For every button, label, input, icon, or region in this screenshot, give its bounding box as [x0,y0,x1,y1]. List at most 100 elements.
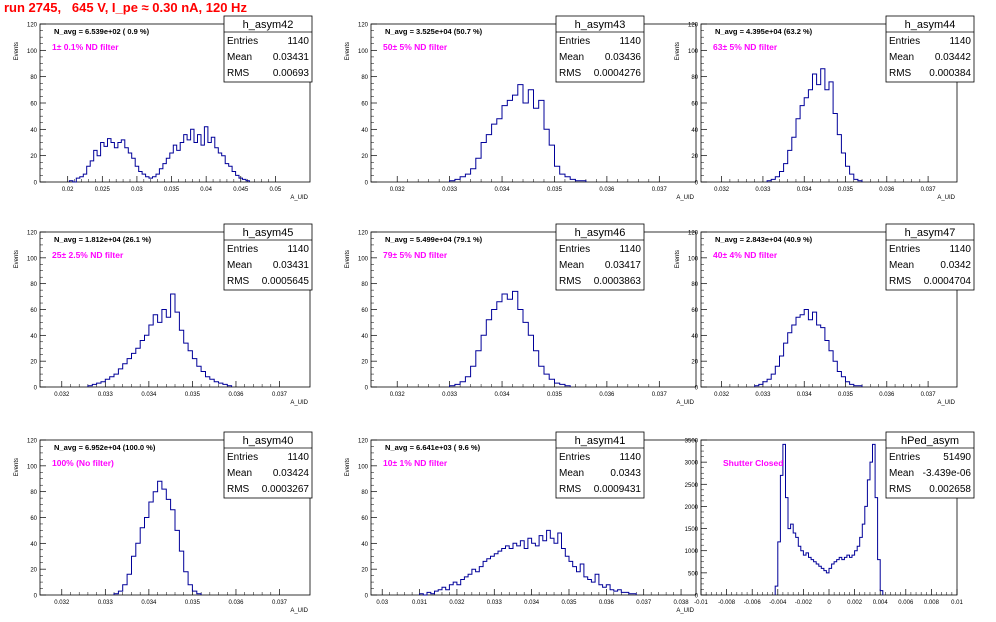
x-tick-label: 0.036 [879,187,895,193]
histogram-series-line [87,293,233,387]
filter-label: 10± 1% ND filter [383,458,448,468]
x-tick-label: 0.034 [495,392,511,398]
x-tick-label: 0.002 [847,600,863,606]
stats-key: RMS [227,276,250,287]
x-tick-label: 0.033 [755,187,771,193]
x-tick-label: 0.01 [951,600,963,606]
stats-value: 51490 [943,452,971,463]
stats-value: 1140 [619,244,641,255]
x-axis-title: A_UID [937,400,955,406]
y-tick-label: 60 [30,516,37,522]
x-axis-title: A_UID [937,195,955,201]
stats-key: Mean [559,52,584,63]
y-tick-label: 100 [27,256,38,262]
y-tick-label: 20 [30,154,37,160]
stats-value: 1140 [619,452,641,463]
y-tick-label: 80 [30,490,37,496]
y-tick-label: 0 [365,181,369,187]
y-tick-label: 3500 [685,439,699,445]
stats-value: 0.03442 [935,52,972,63]
filter-label: 25± 2.5% ND filter [52,250,124,260]
y-tick-label: 0 [695,386,699,392]
y-tick-label: 20 [361,154,368,160]
stats-value: 1140 [287,36,309,47]
y-tick-label: 60 [30,308,37,314]
stats-value: 0.002658 [929,484,971,495]
y-tick-label: 0 [34,594,38,600]
x-tick-label: 0.036 [228,392,244,398]
x-tick-label: 0.035 [547,392,563,398]
stats-key: Mean [227,468,252,479]
histogram-series-line [754,309,863,387]
y-tick-label: 60 [30,102,37,108]
x-tick-label: 0.006 [898,600,914,606]
x-tick-label: 0.045 [233,187,249,193]
x-tick-label: 0.035 [838,392,854,398]
filter-label: 1± 0.1% ND filter [52,42,119,52]
x-tick-label: -0.008 [718,600,736,606]
y-tick-label: 0 [695,594,699,600]
x-axis-title: A_UID [290,608,308,614]
navg-label: N_avg = 6.539e+02 ( 0.9 %) [54,27,150,36]
stats-value: 0.03431 [273,52,310,63]
stats-value: 1140 [949,36,971,47]
x-tick-label: 0.037 [636,600,652,606]
y-tick-label: 80 [30,282,37,288]
x-tick-label: 0.031 [412,600,428,606]
histogram-pad-h_asym42: 0 20 40 60 80 100 120 0.02 0.025 0.03 0.035 0.04 0.0… [14,15,313,201]
x-axis-title: A_UID [676,608,694,614]
x-tick-label: 0.035 [547,187,563,193]
y-tick-label: 500 [688,571,699,577]
navg-label: N_avg = 4.395e+04 (63.2 %) [715,27,813,36]
stats-value: 0.0004276 [594,68,642,79]
y-tick-label: 1000 [685,549,699,555]
stats-box [885,223,975,291]
stats-key: Mean [227,260,252,271]
stats-value: 0.03424 [273,468,310,479]
x-tick-label: 0.033 [755,392,771,398]
x-tick-label: 0.032 [714,392,730,398]
y-tick-label: 1500 [685,527,699,533]
y-axis-title: Events [345,458,351,476]
stats-value: 0.0005645 [262,276,310,287]
y-tick-label: 40 [691,128,698,134]
histogram-series-line [419,529,637,596]
y-tick-label: 0 [365,386,369,392]
stats-key: Entries [889,36,920,47]
stats-value: 1140 [619,36,641,47]
y-tick-label: 80 [691,282,698,288]
x-tick-label: 0.035 [185,392,201,398]
stats-value: 0.0009431 [594,484,642,495]
stats-key: RMS [889,276,912,287]
navg-label: N_avg = 6.952e+04 (100.0 %) [54,443,156,452]
x-tick-label: -0.004 [769,600,787,606]
y-tick-label: 100 [358,256,369,262]
stats-key: RMS [227,484,250,495]
y-tick-label: 60 [361,102,368,108]
histogram-name: h_asym46 [575,227,626,239]
stats-box [223,15,313,83]
y-tick-label: 100 [688,256,699,262]
navg-label: N_avg = 6.641e+03 ( 9.6 %) [385,443,481,452]
filter-label: 63± 5% ND filter [713,42,778,52]
y-tick-label: 0 [34,181,38,187]
y-tick-label: 120 [688,231,699,237]
stats-box [555,431,645,499]
stats-key: Entries [889,452,920,463]
y-tick-label: 100 [358,464,369,470]
stats-key: Entries [559,244,590,255]
stats-value: 0.0004704 [924,276,972,287]
y-axis-title: Events [675,42,681,60]
x-axis-title: A_UID [290,400,308,406]
stats-box [555,223,645,291]
histogram-name: h_asym42 [243,19,294,31]
y-tick-label: 40 [361,334,368,340]
histogram-series-line [68,126,250,183]
filter-label: 100% (No filter) [52,458,114,468]
stats-box [555,15,645,83]
stats-key: Mean [889,468,914,479]
histogram-series-line [113,480,202,595]
y-tick-label: 0 [365,594,369,600]
y-axis-title: Events [675,250,681,268]
x-tick-label: 0.032 [54,392,70,398]
